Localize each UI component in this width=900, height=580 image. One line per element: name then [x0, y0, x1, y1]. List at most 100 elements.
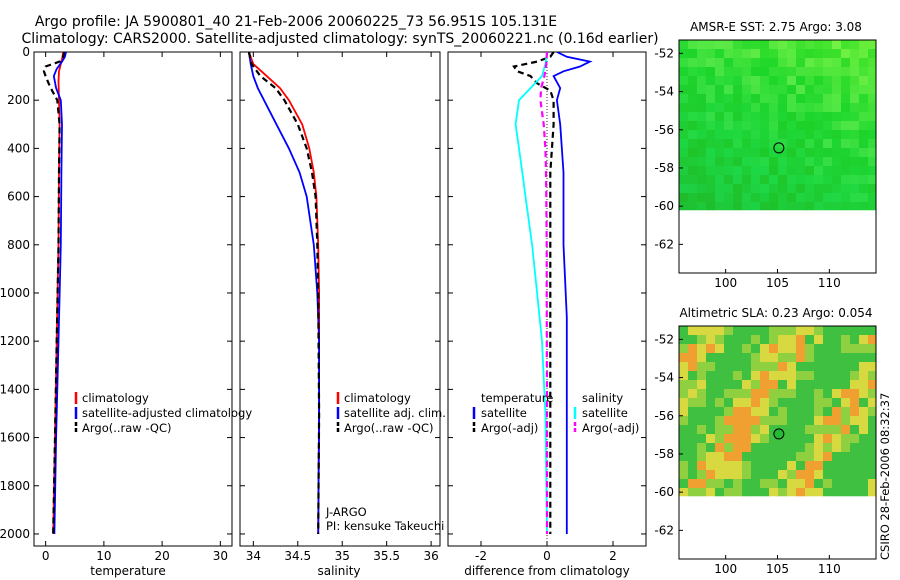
heatmap-cell: [742, 166, 752, 176]
heatmap-cell: [688, 461, 698, 471]
heatmap-cell: [778, 353, 788, 363]
sst-map-heatmap: [679, 40, 877, 211]
heatmap-cell: [706, 58, 716, 68]
y-tick-label: -54: [654, 371, 674, 385]
heatmap-cell: [733, 76, 743, 86]
heatmap-cell: [814, 148, 824, 158]
heatmap-cell: [688, 380, 698, 390]
heatmap-cell: [697, 389, 707, 399]
heatmap-cell: [778, 407, 788, 417]
heatmap-cell: [733, 416, 743, 426]
heatmap-cell: [688, 488, 698, 497]
figure-title-line2: Climatology: CARS2000. Satellite-adjuste…: [21, 31, 658, 47]
heatmap-cell: [715, 103, 725, 113]
heatmap-cell: [697, 94, 707, 104]
heatmap-cell: [760, 371, 770, 381]
heatmap-cell: [688, 425, 698, 435]
heatmap-cell: [823, 326, 833, 336]
heatmap-cell: [805, 166, 815, 176]
heatmap-cell: [679, 148, 689, 158]
heatmap-cell: [859, 166, 869, 176]
heatmap-cell: [715, 40, 725, 50]
heatmap-cell: [823, 193, 833, 203]
heatmap-cell: [715, 94, 725, 104]
heatmap-cell: [724, 175, 734, 185]
series-line: [539, 52, 549, 534]
heatmap-cell: [679, 103, 689, 113]
heatmap-cell: [778, 470, 788, 480]
heatmap-cell: [724, 49, 734, 59]
x-tick-label: -2: [475, 549, 487, 563]
heatmap-cell: [805, 416, 815, 426]
heatmap-cell: [706, 130, 716, 140]
heatmap-cell: [841, 443, 851, 453]
heatmap-cell: [832, 49, 842, 59]
x-tick-label: 0: [42, 549, 50, 563]
heatmap-cell: [733, 40, 743, 50]
heatmap-cell: [805, 326, 815, 336]
figure-title-line1: Argo profile: JA 5900801_40 21-Feb-2006 …: [35, 14, 557, 30]
heatmap-cell: [841, 479, 851, 489]
heatmap-cell: [850, 76, 860, 86]
heatmap-cell: [697, 353, 707, 363]
heatmap-cell: [778, 121, 788, 131]
heatmap-cell: [796, 76, 806, 86]
heatmap-cell: [733, 362, 743, 372]
heatmap-cell: [796, 380, 806, 390]
heatmap-cell: [760, 85, 770, 95]
heatmap-cell: [706, 49, 716, 59]
difference-legend: temperature satellite Argo(-adj) salinit…: [472, 391, 639, 435]
heatmap-cell: [814, 166, 824, 176]
heatmap-cell: [796, 130, 806, 140]
heatmap-cell: [841, 425, 851, 435]
heatmap-cell: [850, 148, 860, 158]
salinity-panel-frame: [239, 51, 441, 547]
heatmap-cell: [868, 193, 877, 203]
heatmap-cell: [850, 362, 860, 372]
heatmap-cell: [697, 425, 707, 435]
heatmap-cell: [832, 362, 842, 372]
heatmap-cell: [724, 326, 734, 336]
heatmap-cell: [814, 76, 824, 86]
heatmap-cell: [832, 416, 842, 426]
heatmap-cell: [724, 40, 734, 50]
heatmap-cell: [760, 461, 770, 471]
heatmap-cell: [742, 434, 752, 444]
heatmap-cell: [832, 202, 842, 211]
heatmap-cell: [733, 121, 743, 131]
heatmap-cell: [841, 175, 851, 185]
heatmap-cell: [706, 335, 716, 345]
y-tick-label: -58: [654, 161, 674, 175]
heatmap-cell: [742, 326, 752, 336]
y-tick-label: 200: [7, 93, 30, 107]
heatmap-cell: [751, 353, 761, 363]
heatmap-cell: [859, 434, 869, 444]
heatmap-cell: [679, 479, 689, 489]
heatmap-cell: [814, 202, 824, 211]
heatmap-cell: [679, 130, 689, 140]
heatmap-cell: [823, 353, 833, 363]
heatmap-cell: [823, 139, 833, 149]
heatmap-cell: [814, 103, 824, 113]
heatmap-cell: [724, 148, 734, 158]
heatmap-cell: [823, 148, 833, 158]
sla-map-ticks: 100 105 110 -52 -54 -56 -58 -60 -62: [654, 332, 840, 576]
heatmap-cell: [706, 121, 716, 131]
heatmap-cell: [715, 443, 725, 453]
heatmap-cell: [796, 407, 806, 417]
heatmap-cell: [742, 425, 752, 435]
heatmap-cell: [742, 389, 752, 399]
heatmap-cell: [769, 488, 779, 497]
heatmap-cell: [859, 40, 869, 50]
heatmap-cell: [850, 434, 860, 444]
heatmap-cell: [850, 58, 860, 68]
heatmap-cell: [688, 58, 698, 68]
heatmap-cell: [787, 103, 797, 113]
heatmap-cell: [796, 398, 806, 408]
heatmap-cell: [706, 380, 716, 390]
heatmap-cell: [751, 175, 761, 185]
heatmap-cell: [769, 112, 779, 122]
heatmap-cell: [769, 130, 779, 140]
heatmap-cell: [751, 362, 761, 372]
heatmap-cell: [679, 67, 689, 77]
